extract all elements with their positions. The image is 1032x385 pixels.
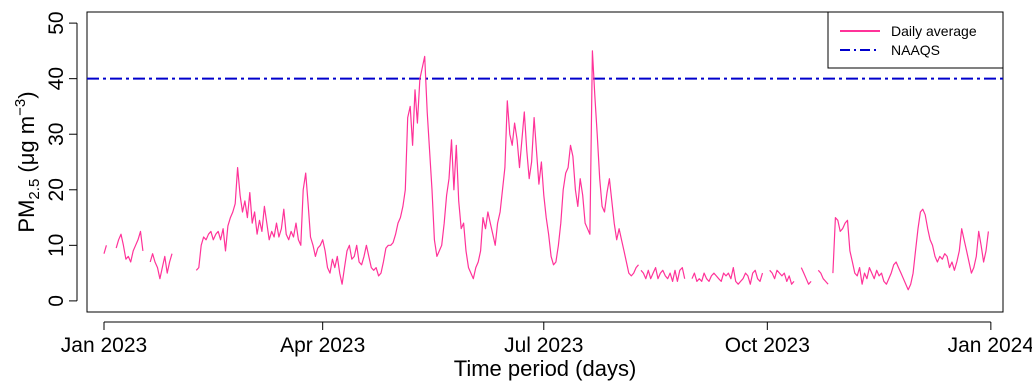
legend-label-daily-average: Daily average: [891, 23, 977, 39]
y-tick-label: 50: [45, 11, 68, 34]
y-axis-title-open: (: [14, 165, 39, 179]
y-tick-label: 0: [45, 295, 68, 307]
x-axis: Jan 2023 Apr 2023 Jul 2023 Oct 2023 Jan 2024: [61, 321, 1032, 357]
y-axis-title-mu: μ: [14, 153, 39, 166]
y-tick-label: 10: [45, 234, 68, 257]
legend-label-naaqs: NAAQS: [891, 42, 940, 58]
y-tick-label: 20: [45, 178, 68, 201]
x-tick-label: Jan 2024: [948, 334, 1032, 357]
legend: Daily average NAAQS: [827, 11, 1004, 69]
y-axis-title-base: PM: [14, 200, 39, 233]
y-axis: 0 10 20 30 40 50: [45, 11, 78, 307]
y-axis-title: PM2.5 (μg m−3): [12, 91, 43, 232]
series-line-daily-average: [103, 50, 989, 291]
y-axis-title-close: ): [14, 91, 39, 98]
x-tick-label: Jan 2023: [61, 334, 147, 357]
x-tick-label: Jul 2023: [504, 334, 583, 357]
y-axis-title-unit: g m: [14, 116, 39, 153]
x-tick-label: Oct 2023: [725, 334, 810, 357]
y-tick-label: 40: [45, 67, 68, 90]
plot-frame: [86, 11, 1004, 313]
y-tick-label: 30: [45, 123, 68, 146]
legend-box: [827, 11, 1004, 69]
x-tick-label: Apr 2023: [280, 334, 365, 357]
series-layer: [103, 50, 989, 291]
x-axis-title: Time period (days): [454, 356, 637, 381]
y-axis-title-superscript: −3: [12, 99, 29, 116]
y-axis-title-subscript: 2.5: [26, 179, 43, 200]
